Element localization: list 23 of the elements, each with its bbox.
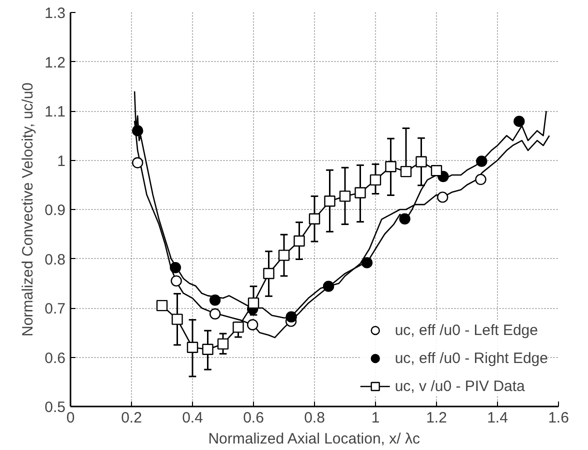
x-axis-title: Normalized Axial Location, x/ λc: [208, 430, 420, 448]
y-tick-label: 1.1: [44, 104, 66, 120]
y-tick-label: 0.9: [44, 202, 66, 219]
x-tick-label: 0.2: [121, 410, 142, 426]
y-tick-label: 0.5: [44, 399, 66, 416]
y-tick-label: 0.6: [44, 350, 66, 367]
y-tick-label: 1.3: [44, 5, 66, 22]
legend-label: uc, v /u0 - PIV Data: [394, 378, 525, 394]
y-axis-title: Normalized Convective Velocity, uc/u0: [20, 82, 37, 336]
x-tick-label: 0.8: [304, 410, 325, 426]
y-tick-label: 0.8: [44, 251, 66, 268]
x-tick-label: 1.2: [426, 410, 447, 426]
x-tick-label: 0.4: [182, 410, 203, 426]
y-tick-label: 0.7: [44, 300, 66, 318]
x-tick-label: 1.4: [487, 410, 508, 426]
legend-label: uc, eff /u0 - Left Edge: [394, 322, 538, 338]
x-tick-label: 1.6: [548, 410, 569, 426]
legend-label: uc, eff /u0 - Right Edge: [394, 350, 548, 366]
y-tick-label: 1.2: [44, 54, 66, 72]
y-tick-label: 1: [57, 152, 66, 170]
x-tick-label: 0: [66, 410, 75, 426]
x-tick-label: 0.6: [243, 410, 264, 426]
x-tick-label: 1: [371, 410, 380, 426]
